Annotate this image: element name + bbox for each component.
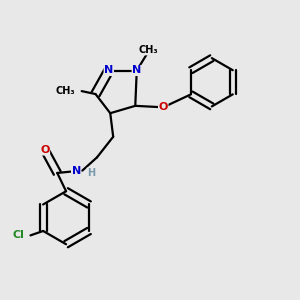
Text: H: H xyxy=(87,168,95,178)
Text: CH₃: CH₃ xyxy=(55,86,75,96)
Text: N: N xyxy=(104,65,113,76)
Text: O: O xyxy=(40,145,50,155)
Text: Cl: Cl xyxy=(12,230,24,240)
Text: N: N xyxy=(132,65,141,76)
Text: O: O xyxy=(159,102,168,112)
Text: N: N xyxy=(72,166,81,176)
Text: CH₃: CH₃ xyxy=(139,45,158,55)
